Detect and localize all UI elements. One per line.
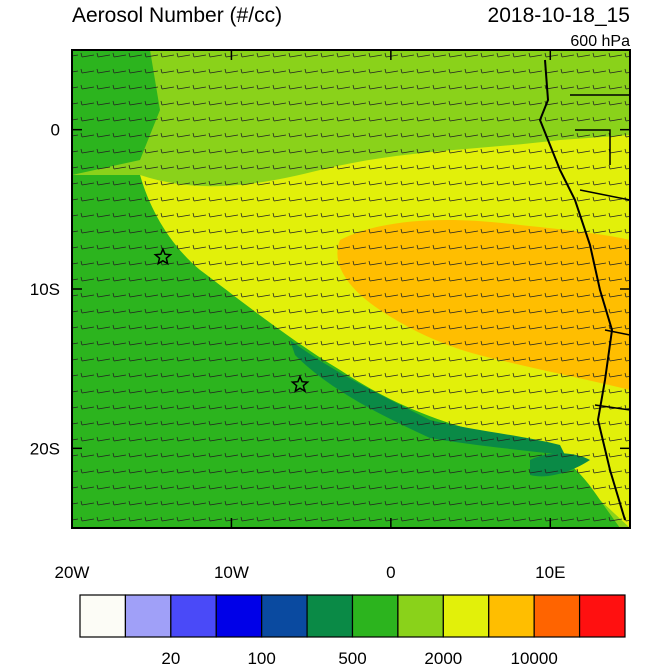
colorbar-box	[261, 594, 308, 638]
colorbar-box	[533, 594, 581, 638]
colorbar-label: 10000	[511, 649, 558, 667]
colorbar-box	[79, 594, 127, 638]
y-tick-label: 0	[51, 121, 60, 140]
colorbar-box	[306, 594, 354, 638]
site-marker	[290, 374, 310, 393]
map-level: 600 hPa	[570, 33, 630, 50]
colorbar-label: 2000	[424, 649, 462, 667]
colorbar-box	[397, 594, 444, 638]
colorbar-box	[124, 594, 172, 638]
y-tick-label: 10S	[30, 280, 60, 299]
x-tick-label: 10E	[535, 563, 565, 582]
colorbar-box	[215, 594, 263, 638]
site-marker	[153, 247, 173, 266]
colorbar-label: 500	[338, 649, 366, 667]
map-title: Aerosol Number (#/cc)	[72, 4, 282, 27]
coastline	[538, 59, 626, 521]
colorbar-box	[351, 594, 399, 638]
x-tick-label: 10W	[214, 563, 249, 582]
colorbar-label: 20	[161, 649, 180, 667]
colorbar-box	[442, 594, 490, 638]
colorbar-label: 100	[247, 649, 275, 667]
y-tick-label: 20S	[30, 439, 60, 458]
colorbar-box	[170, 594, 217, 638]
x-tick-label: 20W	[55, 563, 90, 582]
wind-barbs	[72, 50, 630, 528]
colorbar-box	[578, 594, 626, 638]
map-axes: 20W 10W 0 10E 0 10S 20S 20 100 500 2000 10000	[30, 50, 630, 667]
colorbar-box	[488, 594, 535, 638]
borders	[570, 94, 630, 411]
map-date: 2018-10-18_15	[488, 4, 630, 27]
x-tick-label: 0	[386, 563, 395, 582]
map-field	[72, 50, 630, 528]
